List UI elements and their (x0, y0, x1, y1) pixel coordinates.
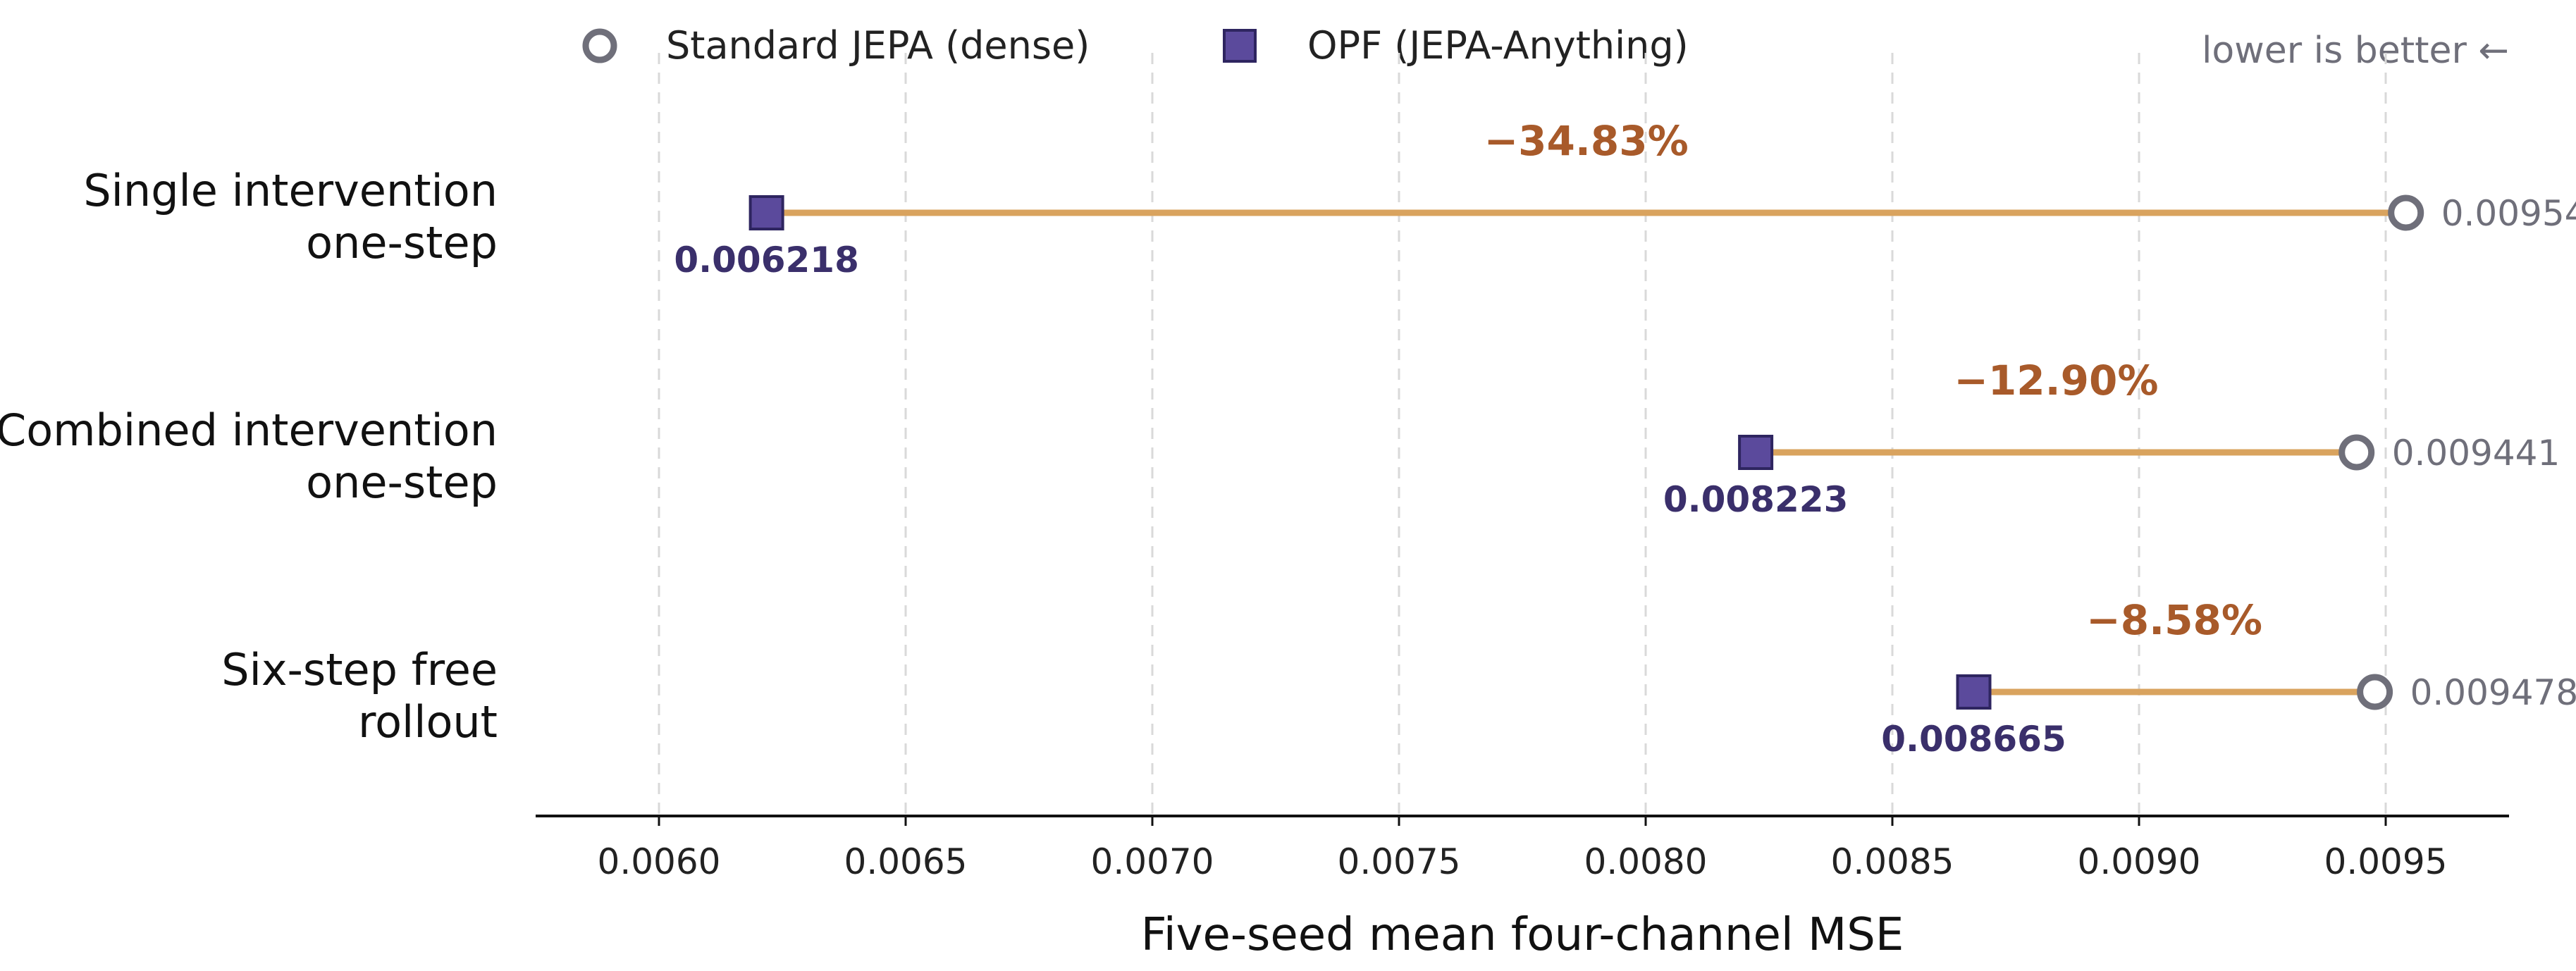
x-tick-label: 0.0085 (1831, 841, 1954, 882)
opf-value-label: 0.008665 (1881, 719, 2066, 760)
category-label-line1: Single intervention (83, 165, 498, 216)
opf-point (1738, 435, 1774, 470)
legend-label-standard: Standard JEPA (dense) (666, 23, 1090, 68)
opf-value-label: 0.006218 (674, 240, 859, 280)
x-tick-label: 0.0070 (1091, 841, 1214, 882)
standard-point (2357, 674, 2393, 710)
standard-point (2338, 434, 2375, 471)
x-tick-label: 0.0090 (2078, 841, 2201, 882)
x-tick-label: 0.0095 (2324, 841, 2448, 882)
x-axis-ticks: 0.0060 0.0065 0.0070 0.0075 0.0080 0.0085 0.00… (598, 816, 2448, 882)
category-label-line2: one-step (306, 217, 498, 268)
x-tick-label: 0.0075 (1338, 841, 1461, 882)
x-tick-label: 0.0080 (1584, 841, 1708, 882)
standard-value-label: 0.009478 (2410, 672, 2576, 713)
legend-marker-opf (1223, 29, 1257, 63)
change-label: −12.90% (1954, 357, 2158, 404)
opf-value-label: 0.008223 (1663, 479, 1849, 520)
gridlines (658, 53, 2387, 816)
x-tick-label: 0.0065 (844, 841, 968, 882)
change-label: −34.83% (1484, 117, 1689, 165)
category-label-line2: one-step (306, 457, 498, 508)
legend: Standard JEPA (dense) OPF (JEPA-Anything… (582, 23, 1689, 68)
change-label: −8.58% (2086, 596, 2262, 644)
legend-marker-standard (582, 28, 617, 63)
lower-is-better-note: lower is better ← (2202, 30, 2509, 72)
legend-label-opf: OPF (JEPA-Anything) (1307, 23, 1689, 68)
x-tick-label: 0.0060 (598, 841, 721, 882)
category-label-line1: Six-step free (221, 644, 498, 695)
standard-value-label: 0.009541 (2441, 193, 2576, 234)
x-axis-title: Five-seed mean four-channel MSE (1141, 909, 1904, 961)
standard-point (2388, 194, 2424, 231)
standard-value-label: 0.009441 (2392, 433, 2560, 474)
category-label-line2: rollout (358, 696, 498, 748)
category-label-line1: Combined intervention (0, 404, 498, 456)
opf-point (1956, 674, 1992, 710)
opf-point (748, 195, 784, 230)
